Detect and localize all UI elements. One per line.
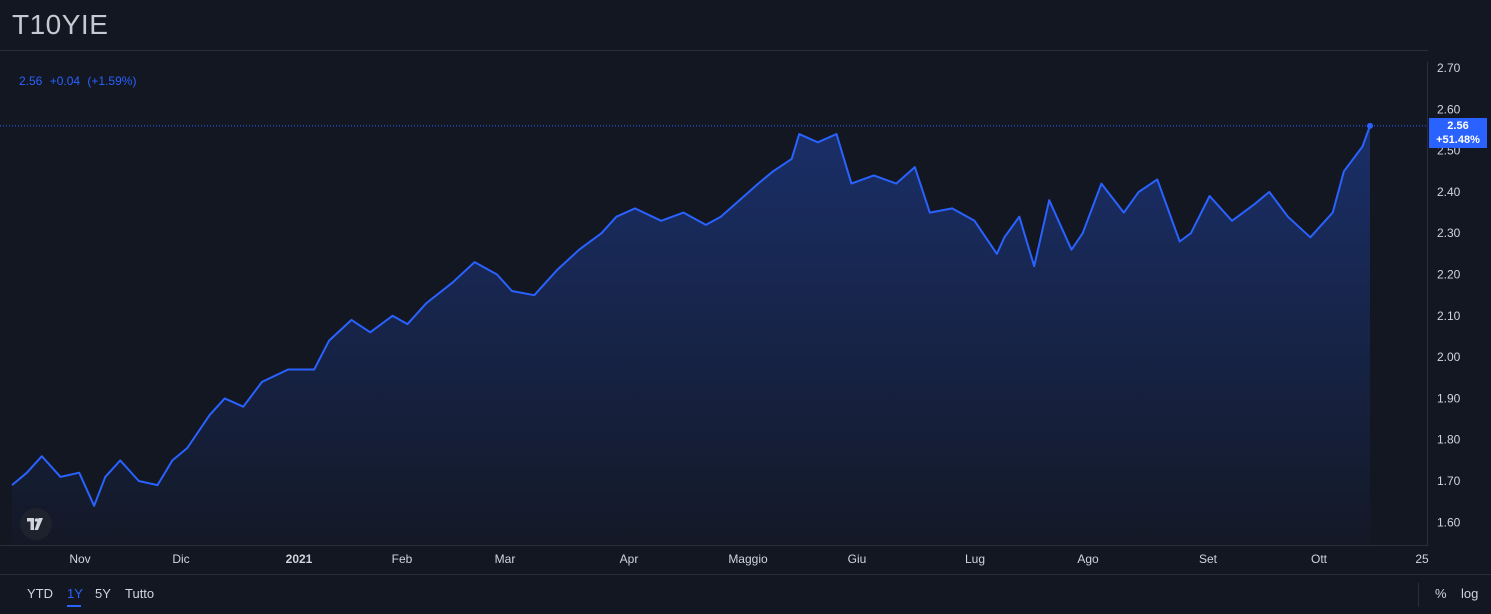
time-axis-border <box>0 545 1428 546</box>
price-tick-label: 2.70 <box>1437 61 1461 75</box>
price-tick-label: 2.40 <box>1437 185 1461 199</box>
range-1y-button[interactable]: 1Y <box>67 586 83 601</box>
active-range-indicator <box>67 605 81 607</box>
time-tick-label: Ago <box>1077 552 1099 566</box>
title-bar: T10YIE <box>0 0 1491 50</box>
last-point-marker <box>1367 122 1373 129</box>
time-tick-label: Maggio <box>728 552 768 566</box>
price-chart[interactable]: 2.702.602.502.402.302.202.102.001.901.80… <box>0 50 1491 573</box>
range-ytd-button[interactable]: YTD <box>27 586 53 601</box>
time-tick-label: Ott <box>1311 552 1328 566</box>
price-tick-label: 1.90 <box>1437 391 1461 405</box>
legend: 2.56 +0.04 (+1.59%) <box>19 74 140 88</box>
time-tick-label: Mar <box>495 552 516 566</box>
price-tick-label: 2.00 <box>1437 350 1461 364</box>
time-tick-label: Set <box>1199 552 1218 566</box>
range-all-button[interactable]: Tutto <box>125 586 155 601</box>
time-tick-label: Giu <box>848 552 867 566</box>
last-price-label: 2.56 +51.48% <box>1429 118 1487 148</box>
time-tick-label: Lug <box>965 552 985 566</box>
top-border <box>0 50 1428 51</box>
toolbar-divider <box>1418 583 1419 607</box>
time-tick-label: Nov <box>69 552 90 566</box>
series-area <box>12 125 1370 546</box>
time-tick-label: Dic <box>172 552 189 566</box>
last-price-value: 2.56 <box>1447 120 1469 132</box>
legend-price: 2.56 <box>19 74 43 88</box>
series-line <box>11 125 1371 507</box>
symbol-title: T10YIE <box>12 9 109 40</box>
tradingview-logo-icon[interactable] <box>20 508 52 540</box>
price-tick-label: 2.30 <box>1437 226 1461 240</box>
price-tick-label: 2.20 <box>1437 268 1461 282</box>
time-tick-label: 2021 <box>286 552 313 566</box>
price-tick-label: 1.80 <box>1437 433 1461 447</box>
time-tick-label: Apr <box>620 552 639 566</box>
log-scale-button[interactable]: log <box>1461 586 1479 601</box>
time-axis[interactable]: Nov Dic 2021 Feb Mar Apr Maggio Giu Lug Ago Set Ott… <box>69 552 1429 566</box>
percent-scale-button[interactable]: % <box>1435 586 1447 601</box>
time-tick-label: 25 <box>1415 552 1429 566</box>
bottom-toolbar: YTD 1Y 5Y Tutto % log <box>0 574 1491 614</box>
last-price-change-pct: +51.48% <box>1436 134 1480 146</box>
price-tick-label: 1.70 <box>1437 474 1461 488</box>
legend-change-pct: (+1.59%) <box>87 74 137 88</box>
price-tick-label: 2.10 <box>1437 309 1461 323</box>
range-5y-button[interactable]: 5Y <box>95 586 111 601</box>
tv-logo-mark <box>27 518 43 530</box>
legend-change: +0.04 <box>49 74 81 88</box>
price-tick-label: 1.60 <box>1437 515 1461 529</box>
price-tick-label: 2.60 <box>1437 102 1461 116</box>
time-tick-label: Feb <box>392 552 413 566</box>
price-axis-border <box>1427 62 1428 546</box>
